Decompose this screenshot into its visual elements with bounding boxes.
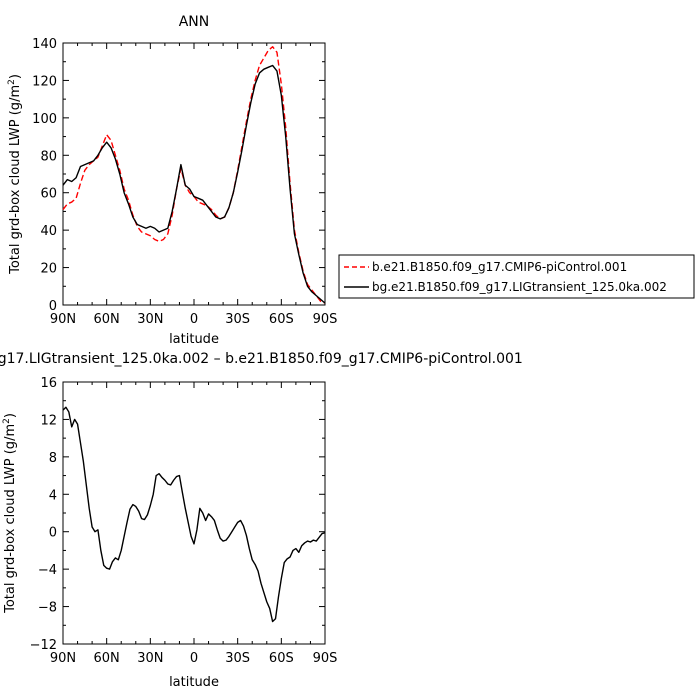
bottom-title: bg.e21.B1850.f09_g17.LIGtransient_125.0k…: [0, 351, 523, 367]
top-y-tick-label: 100: [32, 112, 57, 127]
bottom-y-tick-label: 12: [40, 413, 57, 428]
bottom-y-ticks: −12 −8 −4 0 4 8 12 16: [30, 376, 325, 653]
bottom-y-tick-label: 16: [40, 376, 57, 391]
top-series-line-1: [62, 64, 326, 304]
top-plot-frame: [62, 42, 326, 306]
top-y-tick-label: 40: [40, 224, 57, 239]
bottom-x-axis-label: latitude: [169, 675, 219, 690]
legend-label-piControl: b.e21.B1850.f09_g17.CMIP6-piControl.001: [372, 260, 627, 274]
bottom-x-tick-label: 90S: [313, 651, 338, 666]
top-y-ticks: 0 20 40 60 80 100 120 140: [32, 37, 325, 314]
top-x-tick-label: 0: [190, 312, 198, 327]
bottom-plot-frame: [62, 381, 326, 645]
bottom-y-tick-label: 0: [49, 526, 57, 541]
top-y-tick-label: 140: [32, 37, 57, 52]
bottom-y-tick-label: 4: [49, 488, 57, 503]
top-x-tick-label: 60N: [94, 312, 120, 327]
bottom-y-tick-label: −8: [38, 601, 57, 616]
top-panel: ANN 90N 60N 30N 0 30S 60S 90S 0 20 40 60 80 100 120 1…: [7, 14, 337, 347]
top-y-tick-label: 120: [32, 74, 57, 89]
bottom-x-tick-label: 30N: [137, 651, 163, 666]
bottom-panel: bg.e21.B1850.f09_g17.LIGtransient_125.0k…: [0, 351, 523, 690]
top-y-tick-label: 80: [40, 149, 57, 164]
top-y-axis-label: Total grd-box cloud LWP (g/m2): [7, 74, 23, 275]
top-series-line-0: [62, 46, 326, 304]
bottom-x-tick-label: 60N: [94, 651, 120, 666]
bottom-series-line-0: [62, 406, 326, 623]
bottom-x-tick-label: 90N: [50, 651, 76, 666]
bottom-y-tick-label: −4: [38, 563, 57, 578]
top-y-tick-label: 60: [40, 187, 57, 202]
bottom-x-tick-label: 60S: [269, 651, 294, 666]
legend-box: [338, 254, 695, 299]
top-x-tick-label: 90S: [313, 312, 338, 327]
top-y-tick-label: 0: [49, 299, 57, 314]
legend-label-LIGtransient: bg.e21.B1850.f09_g17.LIGtransient_125.0k…: [372, 280, 667, 294]
top-x-tick-label: 90N: [50, 312, 76, 327]
bottom-x-tick-label: 30S: [225, 651, 250, 666]
bottom-y-tick-label: 8: [49, 451, 57, 466]
top-x-tick-label: 60S: [269, 312, 294, 327]
bottom-y-tick-label: −12: [30, 638, 57, 653]
bottom-x-ticks: 90N 60N 30N 0 30S 60S 90S: [50, 382, 338, 666]
bottom-x-tick-label: 0: [190, 651, 198, 666]
top-y-tick-label: 20: [40, 262, 57, 277]
top-x-ticks: 90N 60N 30N 0 30S 60S 90S: [50, 43, 338, 327]
top-x-axis-label: latitude: [169, 332, 219, 347]
top-title: ANN: [179, 14, 210, 30]
legend: b.e21.B1850.f09_g17.CMIP6-piControl.001 …: [338, 254, 695, 299]
top-x-tick-label: 30N: [137, 312, 163, 327]
bottom-y-axis-label: Total grd-box cloud LWP (g/m2): [2, 413, 18, 614]
top-x-tick-label: 30S: [225, 312, 250, 327]
bottom-series-lines: [62, 406, 326, 623]
top-series-lines: [62, 46, 326, 304]
